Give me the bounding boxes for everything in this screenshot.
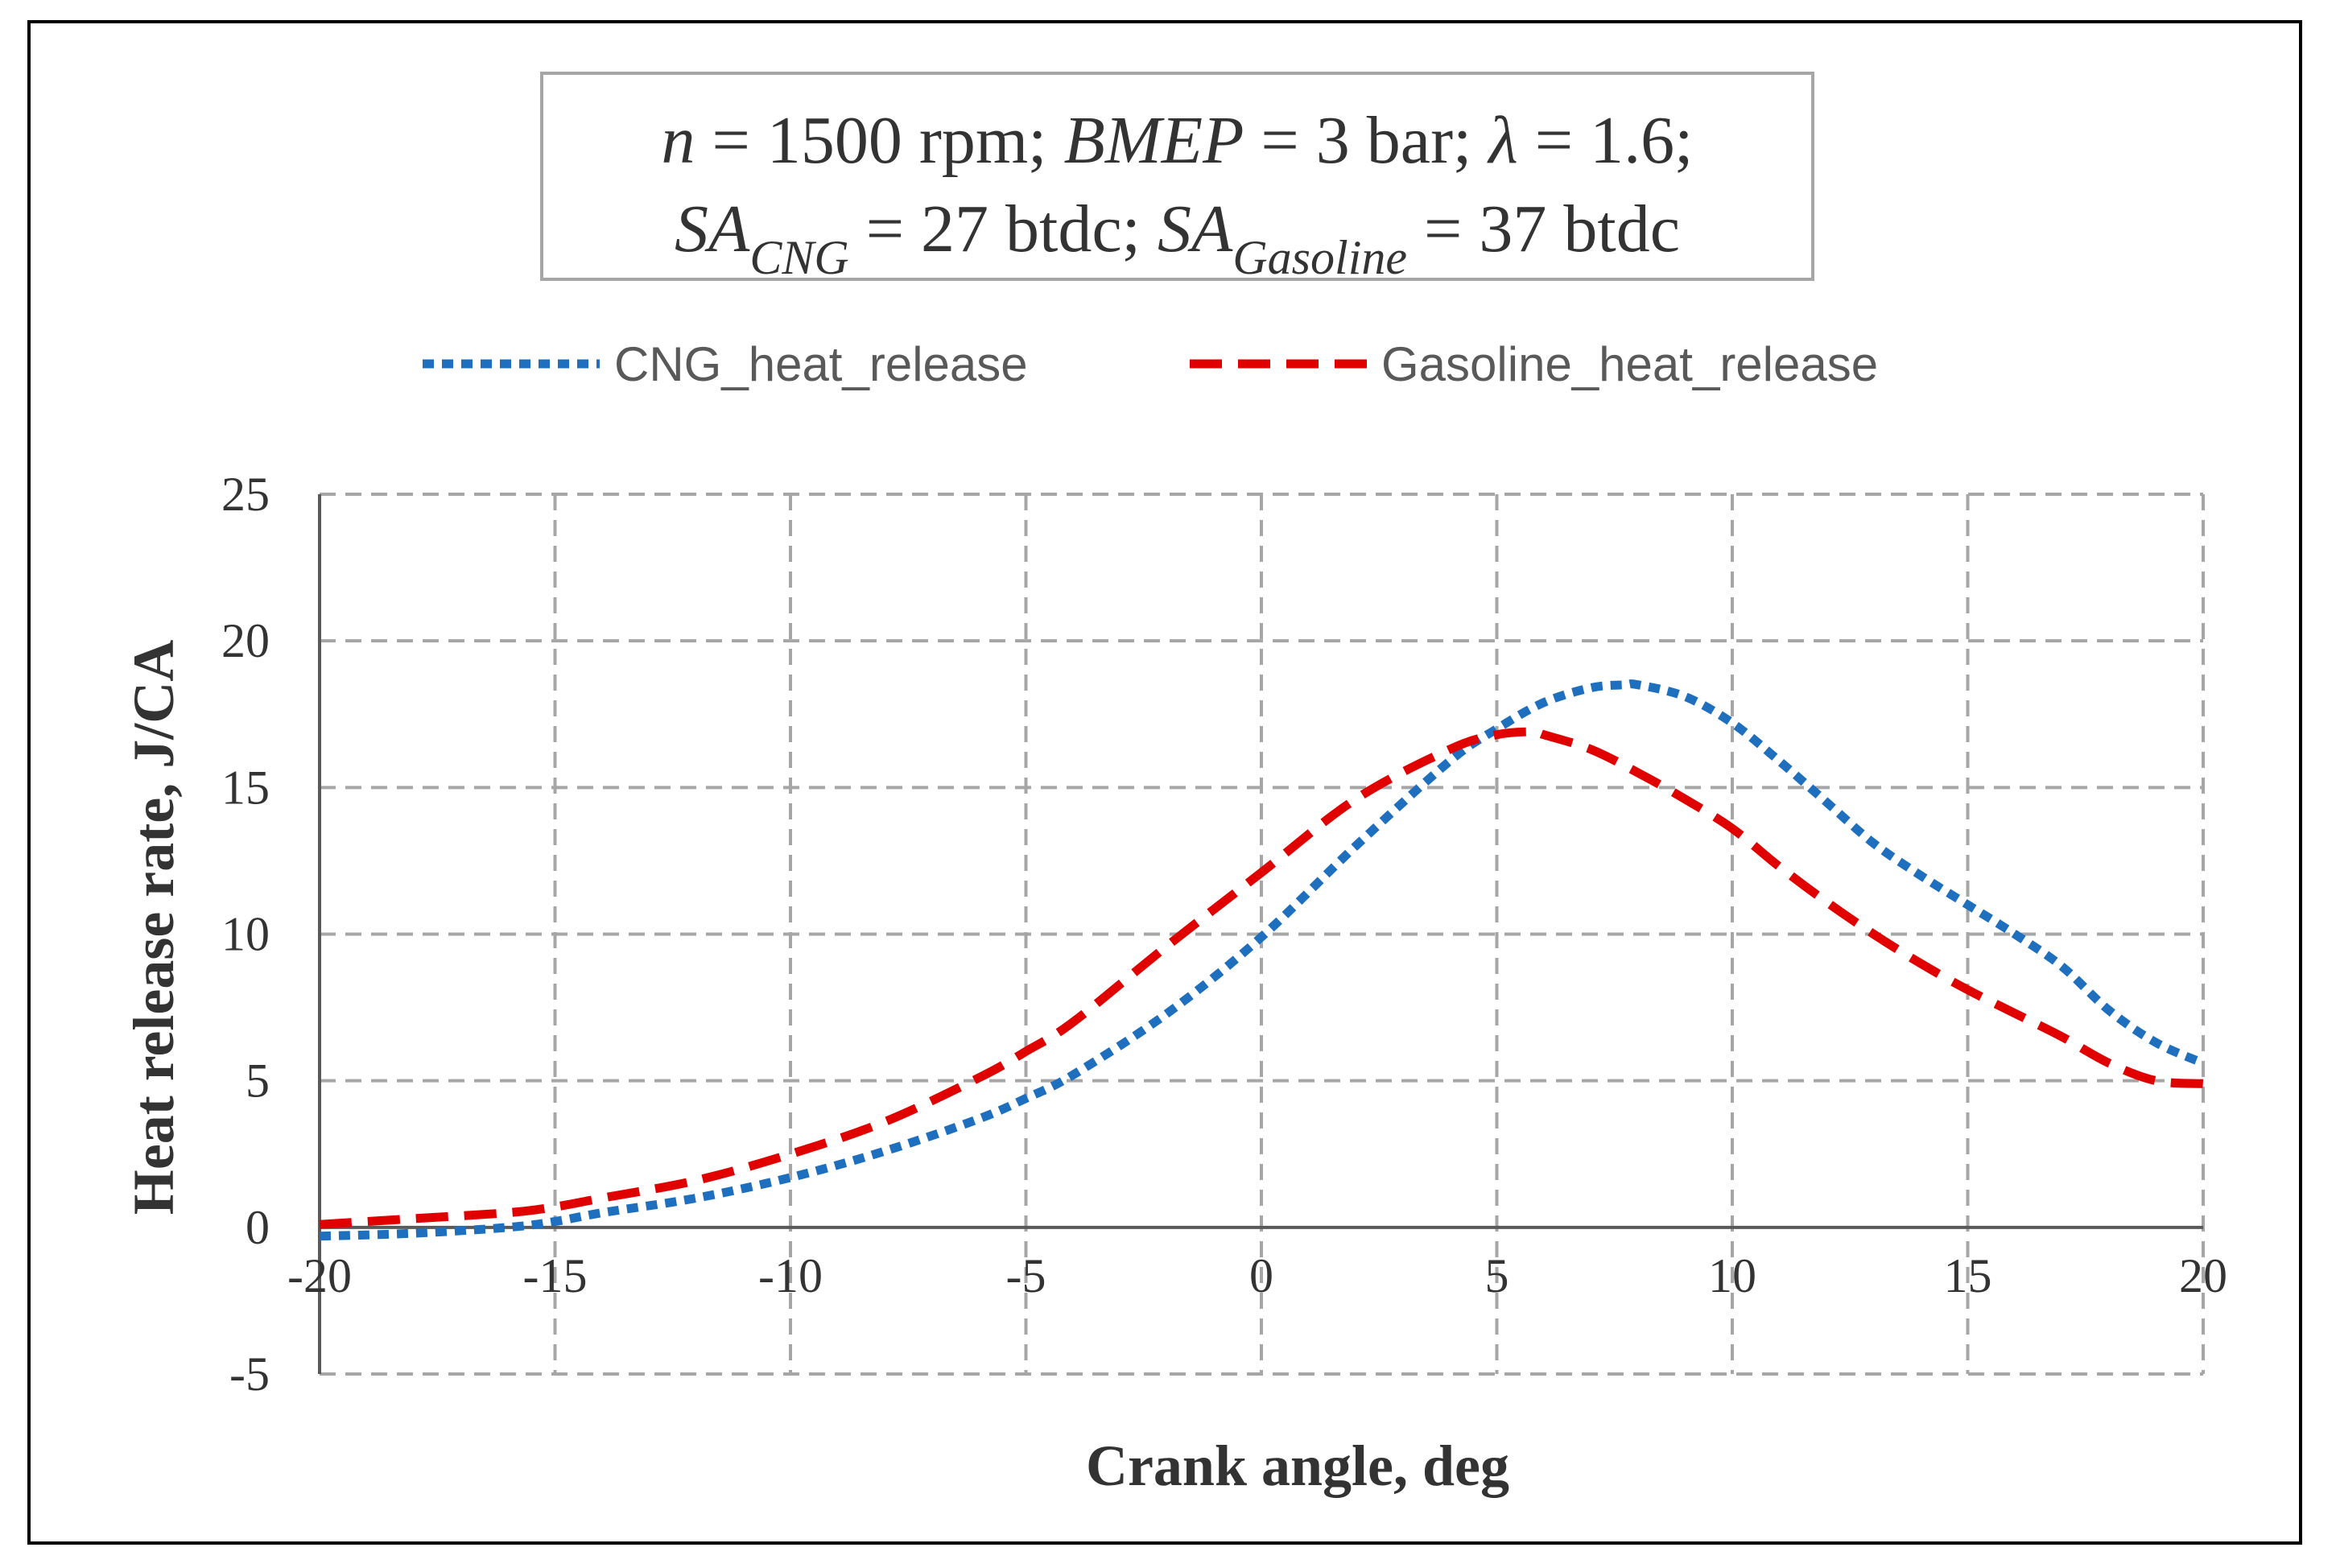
x-tick-label: 15: [1944, 1249, 1992, 1302]
legend: CNG_heat_release Gasoline_heat_release: [423, 337, 1878, 391]
tick-layer: -20 -15 -10 -5 0 5 10 15 20 25 20 15 10 5 0 -5: [221, 468, 2227, 1401]
annotation-n-value: = 1500 rpm;: [695, 103, 1064, 178]
annotation-lambda-label: λ: [1488, 103, 1518, 178]
y-tick-label: 10: [221, 908, 270, 961]
x-tick-label: -10: [758, 1249, 823, 1302]
annotation-n-label: n: [661, 103, 695, 178]
y-axis-title: Heat release rate, J/CA: [122, 640, 186, 1215]
x-tick-label: 0: [1249, 1249, 1273, 1302]
x-tick-label: 10: [1708, 1249, 1756, 1302]
annotation-box: n = 1500 rpm; BMEP = 3 bar; λ = 1.6; SAC…: [540, 72, 1814, 283]
gasoline-series-line: [319, 727, 2204, 1229]
axis-layer: [318, 494, 2203, 1374]
x-tick-label: -5: [1006, 1249, 1046, 1302]
x-tick-label: 20: [2179, 1249, 2227, 1302]
x-tick-label: -20: [287, 1249, 352, 1302]
y-tick-label: 15: [221, 761, 270, 814]
y-tick-label: 20: [221, 614, 270, 667]
annotation-bmep-label: BMEP: [1063, 103, 1244, 178]
y-tick-label: 25: [221, 468, 270, 521]
annotation-lambda-value: = 1.6;: [1517, 103, 1694, 178]
y-tick-label: 5: [246, 1054, 270, 1108]
annotation-cng-value: = 27 btdc;: [848, 192, 1158, 266]
y-tick-label: -5: [229, 1347, 270, 1401]
x-axis-title: Crank angle, deg: [1086, 1434, 1509, 1498]
annotation-cng-subscript: CNG: [749, 231, 849, 284]
x-tick-label: 5: [1485, 1249, 1509, 1302]
x-tick-label: -15: [523, 1249, 588, 1302]
y-tick-label: 0: [246, 1201, 270, 1254]
legend-label-cng: CNG_heat_release: [614, 337, 1028, 391]
legend-label-gasoline: Gasoline_heat_release: [1381, 337, 1878, 391]
annotation-line-1: n = 1500 rpm; BMEP = 3 bar; λ = 1.6;: [543, 107, 1811, 175]
annotation-gasoline-subscript: Gasoline: [1232, 231, 1407, 284]
annotation-sa-gasoline-label: SA: [1158, 192, 1233, 266]
annotation-line-2: SACNG = 27 btdc; SAGasoline = 37 btdc: [543, 196, 1811, 283]
annotation-gasoline-value: = 37 btdc: [1407, 192, 1680, 266]
annotation-sa-cng-label: SA: [675, 192, 750, 266]
annotation-bmep-value: = 3 bar;: [1244, 103, 1489, 178]
series-layer: [319, 679, 2206, 1241]
